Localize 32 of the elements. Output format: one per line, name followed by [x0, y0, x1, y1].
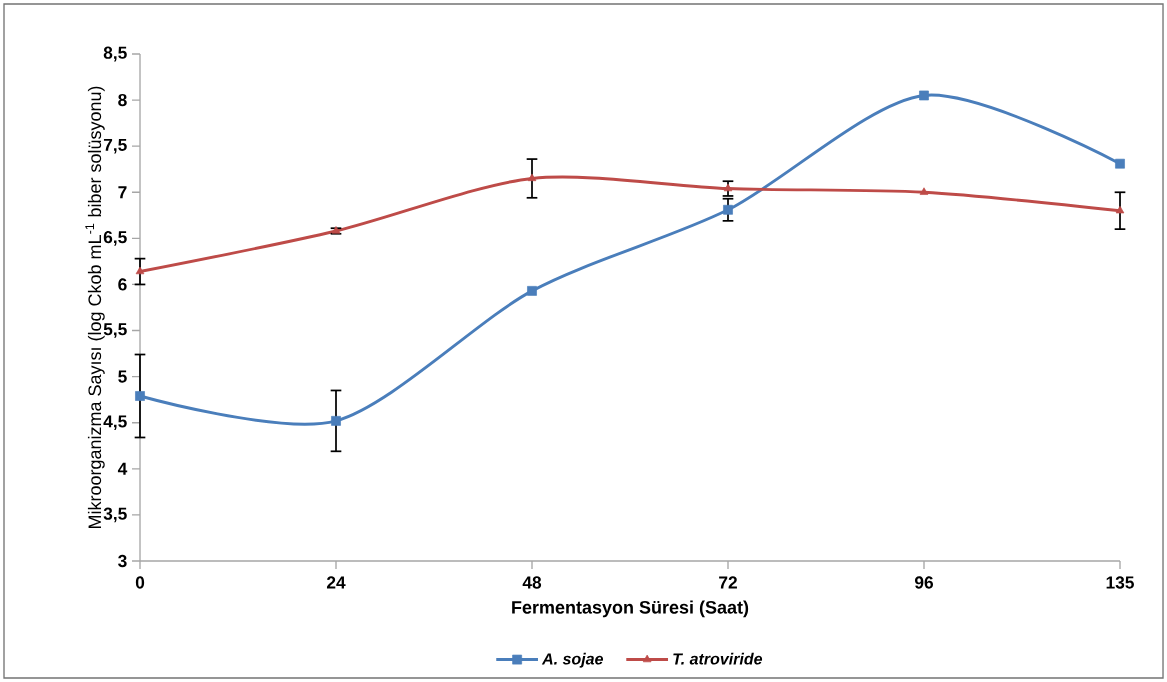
y-tick-label: 6,5 — [103, 230, 127, 246]
x-tick-label: 48 — [522, 576, 542, 589]
point — [331, 416, 341, 426]
y-tick-label: 5,5 — [103, 323, 127, 338]
point — [919, 90, 929, 101]
point — [723, 204, 733, 215]
x-tick-label: 24 — [326, 576, 346, 589]
point — [527, 173, 537, 182]
y-tick-label: 8 — [118, 93, 127, 107]
legend-label: A. sojae — [541, 652, 604, 668]
x-tick-label: 96 — [914, 576, 934, 589]
y-tick-label: 3,5 — [103, 507, 127, 523]
y-tick-label: 8,5 — [103, 46, 127, 62]
point — [1115, 158, 1125, 169]
point — [135, 266, 145, 275]
x-tick-label: 135 — [1106, 576, 1134, 589]
point — [919, 187, 929, 195]
y-tick-label: 6 — [118, 278, 127, 291]
x-tick-label: 0 — [135, 576, 145, 589]
point — [527, 286, 537, 296]
point — [135, 391, 145, 401]
x-tick-label: 72 — [719, 576, 737, 589]
y-tick-label: 5 — [118, 370, 127, 383]
y-tick-label: 7 — [118, 186, 127, 199]
legend-label: T. atroviride — [673, 652, 763, 665]
y-axis-title: Mikroorganizma Sayısı (log Ckob mL$^{-1}$ biber solüsyonu) — [85, 86, 105, 529]
point — [1115, 205, 1125, 214]
y-tick-label: 4 — [117, 462, 128, 475]
y-tick-label: 7,5 — [103, 138, 127, 154]
y-tick-label: 3 — [118, 554, 127, 568]
y-tick-label: 4,5 — [103, 415, 127, 431]
x-axis-title: Fermentasyon Süresi (Saat) — [512, 600, 749, 618]
